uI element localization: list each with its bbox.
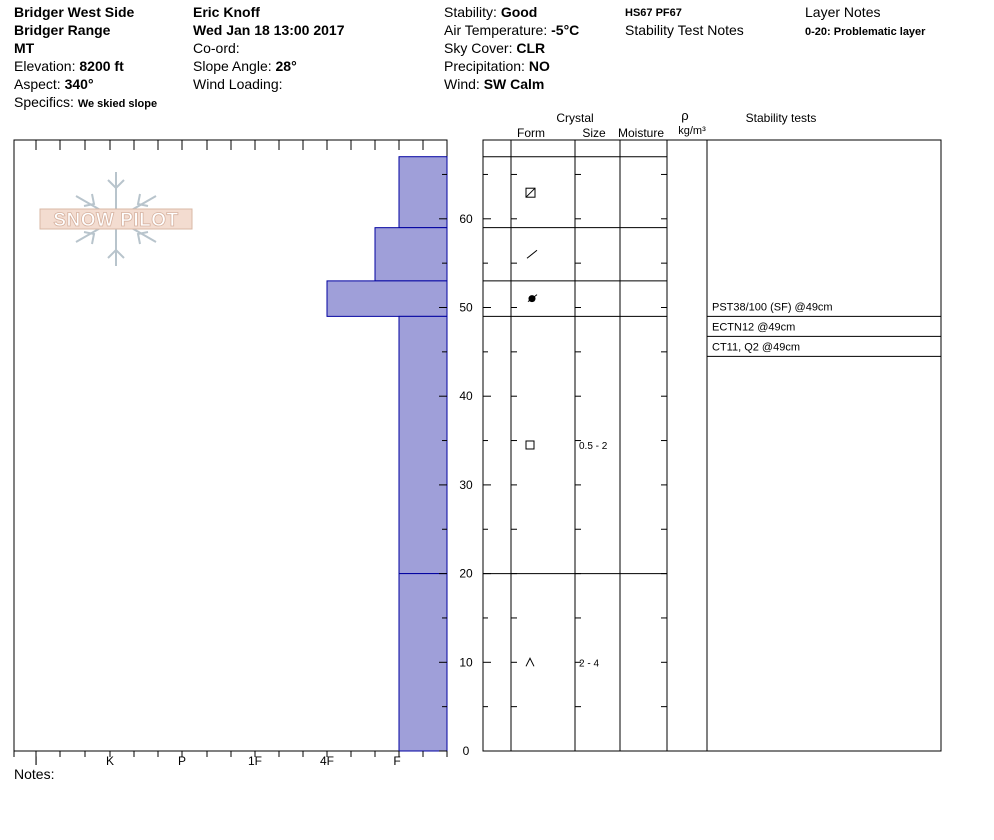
grain-size-label: 0.5 - 2 xyxy=(579,441,608,452)
slope-angle-value: 28° xyxy=(275,58,297,74)
stability-row: Stability: Good xyxy=(444,4,537,20)
height-label: 40 xyxy=(459,389,473,403)
specifics-label: Specifics: xyxy=(14,94,74,110)
location-name: Bridger West Side xyxy=(14,4,135,20)
melt-freeze-icon xyxy=(527,294,538,303)
hardness-label: F xyxy=(393,754,400,768)
precipitation-value: NO xyxy=(528,58,550,74)
snow-pilot-logo: SNOW PILOT xyxy=(39,172,193,266)
sky-cover-value: CLR xyxy=(516,40,546,56)
layer-note: 0-20: Problematic layer xyxy=(805,26,926,38)
hardness-bar xyxy=(374,227,448,282)
layer-notes-label: Layer Notes xyxy=(805,4,881,20)
stability-tests-header: Stability tests xyxy=(746,111,817,125)
aspect-row: Aspect: 340° xyxy=(14,76,94,92)
coord-label: Co-ord: xyxy=(193,40,240,56)
precipitation-label: Precipitation: xyxy=(444,58,525,74)
hardness-label: 4F xyxy=(320,754,334,768)
elevation-value: 8200 ft xyxy=(79,58,124,74)
wind-row: Wind: SW Calm xyxy=(444,76,544,92)
stability-value: Good xyxy=(500,4,538,20)
hardness-label: P xyxy=(178,754,186,768)
air-temperature-label: Air Temperature: xyxy=(444,22,548,38)
depth-hoar-icon xyxy=(525,657,535,667)
wind-label: Wind: xyxy=(444,76,480,92)
hardness-bar xyxy=(326,280,448,317)
height-label: 0 xyxy=(463,744,470,758)
height-label: 60 xyxy=(459,212,473,226)
stability-test-result: ECTN12 @49cm xyxy=(712,321,795,333)
observation-datetime: Wed Jan 18 13:00 2017 xyxy=(193,22,345,38)
hardness-label: K xyxy=(106,754,114,768)
hardness-bar xyxy=(398,315,448,575)
height-label: 30 xyxy=(459,478,473,492)
hardness-label: I xyxy=(34,754,37,768)
hardness-bar xyxy=(398,156,448,229)
aspect-label: Aspect: xyxy=(14,76,61,92)
specifics-row: Specifics: We skied slope xyxy=(14,94,157,112)
air-temperature-row: Air Temperature: -5°C xyxy=(444,22,579,38)
crystal-header: Crystal xyxy=(556,111,593,125)
stability-test-result: PST38/100 (SF) @49cm xyxy=(712,301,833,313)
wind-loading-label: Wind Loading: xyxy=(193,76,283,92)
specifics-value: We skied slope xyxy=(77,98,158,110)
moisture-header: Moisture xyxy=(618,126,664,140)
height-label: 50 xyxy=(459,301,473,315)
range-name: Bridger Range xyxy=(14,22,111,38)
grain-size-label: 2 - 4 xyxy=(579,658,599,669)
precipitation-row: Precipitation: NO xyxy=(444,58,550,74)
state-name: MT xyxy=(14,40,35,56)
elevation-row: Elevation: 8200 ft xyxy=(14,58,124,74)
slope-angle-label: Slope Angle: xyxy=(193,58,272,74)
logo-band xyxy=(39,208,193,230)
height-label: 10 xyxy=(459,655,473,669)
stability-test-notes-label: Stability Test Notes xyxy=(625,22,744,38)
elevation-label: Elevation: xyxy=(14,58,76,74)
wind-value: SW Calm xyxy=(483,76,545,92)
slope-angle-row: Slope Angle: 28° xyxy=(193,58,297,74)
sky-cover-row: Sky Cover: CLR xyxy=(444,40,545,56)
density-unit: kg/m³ xyxy=(678,125,706,137)
faceted-icon xyxy=(525,440,535,450)
hardness-label: 1F xyxy=(248,754,262,768)
size-header: Size xyxy=(582,126,606,140)
faceted-rounded-icon xyxy=(525,187,536,198)
hs-pf-values: HS67 PF67 xyxy=(625,7,682,19)
height-label: 20 xyxy=(459,567,473,581)
observer-name: Eric Knoff xyxy=(193,4,260,20)
stability-test-result: CT11, Q2 @49cm xyxy=(712,341,800,353)
density-symbol: ρ xyxy=(681,108,688,123)
form-header: Form xyxy=(517,126,545,140)
aspect-value: 340° xyxy=(64,76,94,92)
sky-cover-label: Sky Cover: xyxy=(444,40,513,56)
logo-text: SNOW PILOT xyxy=(53,210,178,231)
air-temperature-value: -5°C xyxy=(551,22,580,38)
stability-label: Stability: xyxy=(444,4,497,20)
faceted-rounded-icon xyxy=(525,187,536,198)
decomposing-icon xyxy=(526,249,538,259)
layers-table-frame xyxy=(482,139,942,752)
notes-label: Notes: xyxy=(14,766,55,782)
